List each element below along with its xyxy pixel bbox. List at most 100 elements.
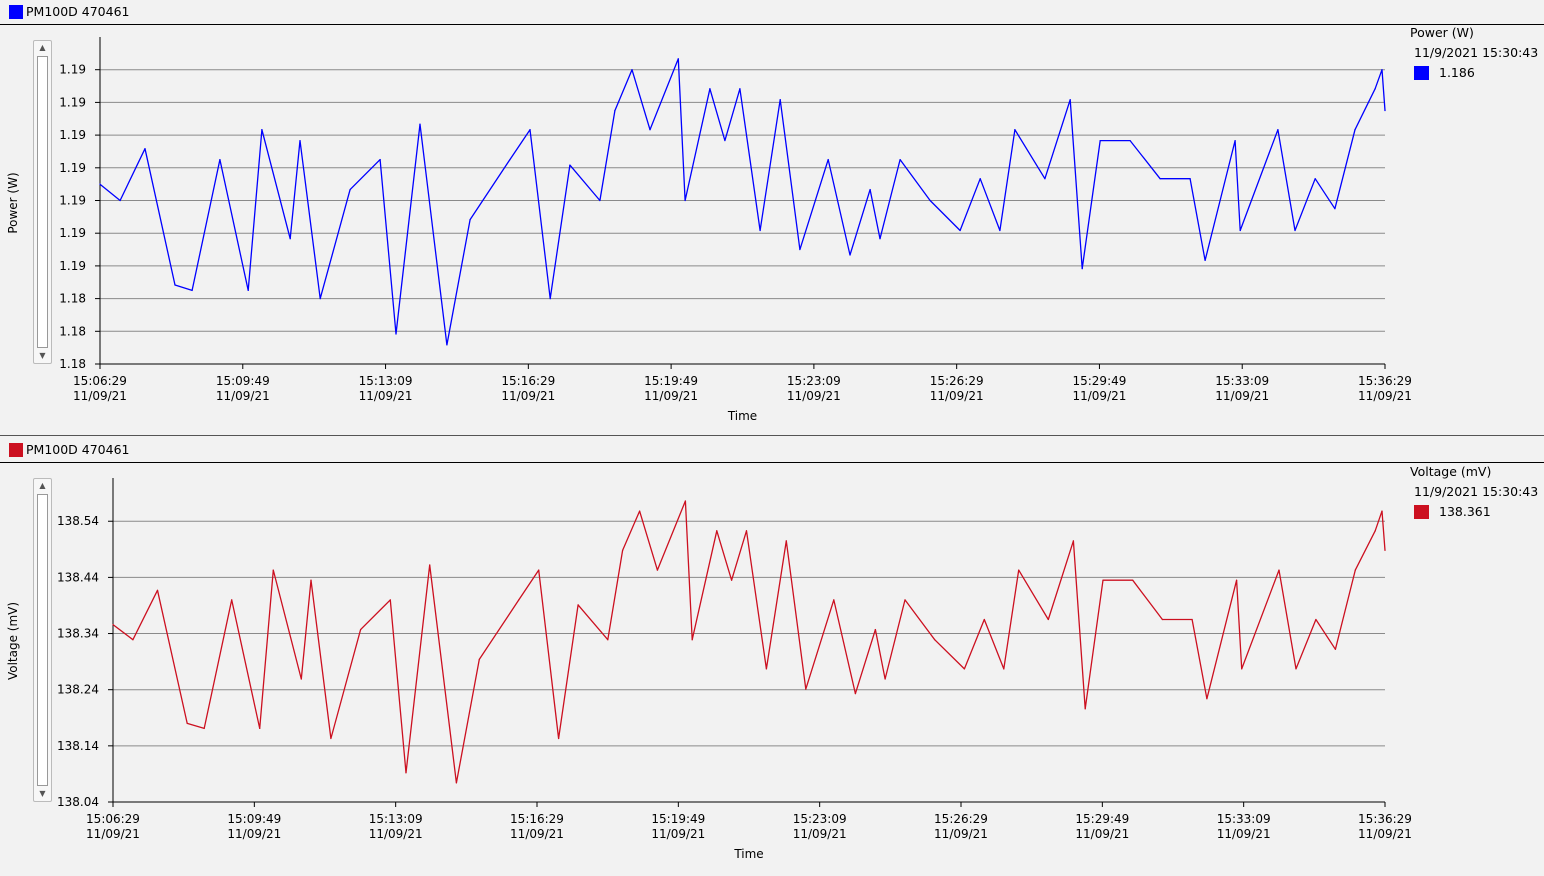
power-data-point bbox=[289, 238, 291, 240]
scroll-down-icon[interactable]: ▼ bbox=[39, 789, 46, 798]
voltage-data-point bbox=[203, 727, 205, 730]
power-data-point bbox=[1099, 139, 1101, 142]
power-data-point bbox=[709, 88, 711, 90]
legend-value: 1.186 bbox=[1439, 65, 1475, 80]
x-tick-time: 15:06:29 bbox=[73, 374, 127, 388]
x-tick-date: 11/09/21 bbox=[1217, 827, 1271, 841]
y-tick-label: 1.18 bbox=[59, 357, 86, 371]
voltage-data-point bbox=[1374, 530, 1376, 532]
power-data-point bbox=[1014, 129, 1016, 131]
x-tick-date: 11/09/21 bbox=[1358, 827, 1412, 841]
y-tick-label: 138.24 bbox=[57, 683, 99, 697]
legend-timestamp: 11/9/2021 15:30:43 bbox=[1414, 45, 1539, 60]
power-data-point bbox=[509, 159, 511, 161]
power-data-point bbox=[349, 189, 351, 191]
x-tick-date: 11/09/21 bbox=[510, 827, 564, 841]
voltage-data-point bbox=[904, 599, 906, 601]
power-data-point bbox=[869, 189, 871, 191]
voltage-data-point bbox=[1161, 618, 1163, 621]
y-tick-label: 1.19 bbox=[59, 194, 86, 208]
voltage-series-line bbox=[112, 500, 1386, 784]
voltage-y-scrollbar[interactable]: ▲ ▼ bbox=[33, 478, 52, 802]
x-tick-time: 15:09:49 bbox=[216, 374, 270, 388]
power-data-point bbox=[1294, 229, 1296, 232]
voltage-data-point bbox=[963, 668, 965, 670]
voltage-data-point bbox=[310, 579, 312, 581]
voltage-data-point bbox=[1334, 648, 1336, 650]
legend-value: 138.361 bbox=[1439, 504, 1491, 519]
power-data-point bbox=[1129, 139, 1131, 142]
x-tick-date: 11/09/21 bbox=[930, 389, 984, 403]
power-data-point bbox=[999, 229, 1001, 232]
voltage-data-point bbox=[656, 569, 659, 571]
x-tick-time: 15:26:29 bbox=[930, 374, 984, 388]
x-tick-time: 15:06:29 bbox=[86, 812, 140, 826]
power-y-scrollbar[interactable]: ▲ ▼ bbox=[33, 40, 52, 364]
scroll-thumb[interactable] bbox=[37, 494, 48, 786]
x-tick-time: 15:33:09 bbox=[1215, 374, 1269, 388]
voltage-data-point bbox=[1084, 708, 1086, 710]
power-data-point bbox=[1334, 208, 1336, 210]
power-data-point bbox=[799, 248, 801, 251]
power-panel-title: PM100D 470461 bbox=[26, 4, 130, 19]
voltage-data-point bbox=[259, 727, 261, 730]
x-tick-date: 11/09/21 bbox=[86, 827, 140, 841]
x-tick-time: 15:16:29 bbox=[501, 374, 555, 388]
voltage-data-point bbox=[360, 629, 362, 631]
power-data-point bbox=[779, 99, 781, 101]
voltage-data-point bbox=[1278, 569, 1280, 571]
power-data-point bbox=[247, 289, 249, 292]
power-data-point bbox=[99, 183, 101, 185]
y-tick-label: 138.54 bbox=[57, 514, 99, 528]
power-data-point bbox=[1234, 139, 1236, 142]
voltage-data-point bbox=[691, 639, 693, 641]
voltage-data-point bbox=[1047, 618, 1049, 621]
power-data-point bbox=[1384, 109, 1386, 112]
power-data-point bbox=[1081, 268, 1083, 270]
scroll-down-icon[interactable]: ▼ bbox=[39, 351, 46, 360]
power-data-point bbox=[959, 229, 961, 232]
x-tick-date: 11/09/21 bbox=[934, 827, 988, 841]
voltage-data-point bbox=[231, 599, 233, 601]
power-color-swatch bbox=[9, 5, 23, 19]
y-tick-label: 1.18 bbox=[59, 324, 86, 338]
x-tick-date: 11/09/21 bbox=[501, 389, 555, 403]
voltage-data-point bbox=[1315, 618, 1317, 621]
voltage-data-point bbox=[156, 589, 159, 591]
scroll-up-icon[interactable]: ▲ bbox=[39, 481, 46, 490]
voltage-data-point bbox=[1384, 549, 1386, 552]
power-data-point bbox=[724, 139, 726, 142]
x-tick-date: 11/09/21 bbox=[1075, 827, 1129, 841]
power-data-point bbox=[649, 129, 651, 131]
power-data-point bbox=[469, 218, 471, 221]
voltage-data-point bbox=[1003, 668, 1005, 670]
x-tick-date: 11/09/21 bbox=[1072, 389, 1126, 403]
power-data-point bbox=[1374, 88, 1376, 90]
power-data-point bbox=[759, 229, 761, 232]
power-data-point bbox=[677, 58, 679, 60]
voltage-panel-title: PM100D 470461 bbox=[26, 442, 130, 457]
x-tick-time: 15:26:29 bbox=[934, 812, 988, 826]
power-data-point bbox=[1381, 69, 1383, 71]
voltage-panel-header: PM100D 470461 bbox=[0, 438, 1544, 463]
legend-swatch bbox=[1414, 505, 1429, 519]
x-tick-date: 11/09/21 bbox=[369, 827, 423, 841]
voltage-data-point bbox=[1295, 668, 1297, 670]
scroll-up-icon[interactable]: ▲ bbox=[39, 43, 46, 52]
power-panel-header: PM100D 470461 bbox=[0, 0, 1544, 25]
voltage-data-point bbox=[272, 569, 274, 571]
panel-divider bbox=[0, 435, 1544, 436]
voltage-data-point bbox=[1354, 569, 1356, 571]
voltage-data-point bbox=[1206, 698, 1208, 700]
power-data-point bbox=[614, 109, 616, 112]
voltage-data-point bbox=[1236, 579, 1238, 581]
voltage-data-point bbox=[1102, 579, 1104, 581]
x-tick-time: 15:23:09 bbox=[793, 812, 847, 826]
power-data-point bbox=[261, 129, 263, 131]
x-tick-time: 15:13:09 bbox=[369, 812, 423, 826]
voltage-data-point bbox=[186, 722, 188, 724]
scroll-thumb[interactable] bbox=[37, 56, 48, 348]
voltage-data-point bbox=[731, 579, 733, 581]
power-data-point bbox=[1069, 99, 1071, 101]
voltage-data-point bbox=[330, 737, 332, 740]
